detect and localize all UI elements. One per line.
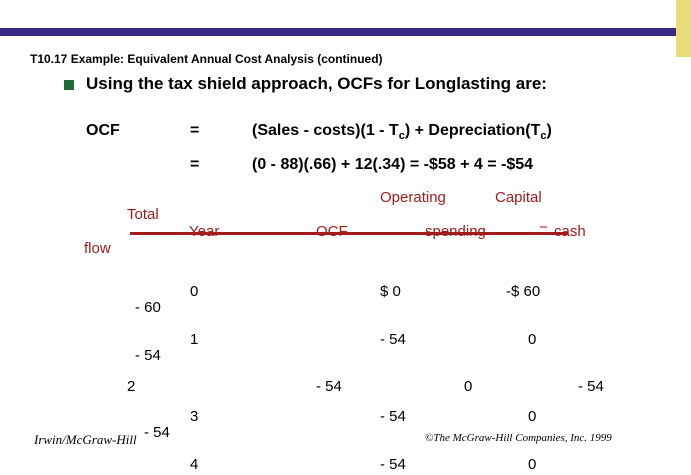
row3-capital: 0 (528, 408, 537, 425)
header-ocf: OCF (316, 223, 348, 240)
header-flow: flow (84, 240, 111, 257)
header-operating: Operating (380, 189, 446, 206)
row1-capital: 0 (528, 331, 537, 348)
header-underline (130, 232, 568, 235)
row3-year: 3 (190, 408, 199, 425)
side-accent-bar (676, 0, 691, 57)
ocf-label: OCF (86, 122, 120, 139)
footer-publisher: Irwin/McGraw-Hill (34, 432, 137, 447)
eq2-sign: = (190, 156, 200, 173)
top-accent-bar (0, 28, 676, 36)
equation-1: (Sales - costs)(1 - Tc) + Depreciation(T… (252, 122, 552, 142)
eq1-part-b: ) + Depreciation(T (404, 122, 541, 139)
row4-ocf: - 54 (380, 456, 406, 473)
row0-year: 0 (190, 283, 199, 300)
row4-capital: 0 (528, 456, 537, 473)
row2-total: - 54 (578, 378, 604, 395)
header-total: Total (127, 206, 159, 223)
eq1-part-a: (Sales - costs)(1 - T (252, 122, 399, 139)
square-bullet-icon (64, 80, 74, 90)
header-spending: spending (425, 223, 486, 240)
eq1-sub-a: c (398, 130, 405, 143)
row1-ocf: - 54 (380, 331, 406, 348)
row2-ocf: - 54 (316, 378, 342, 395)
row3-ocf: - 54 (380, 408, 406, 425)
row0-ocf: $ 0 (380, 283, 401, 300)
slide-heading: T10.17 Example: Equivalent Annual Cost A… (30, 52, 383, 66)
bullet-text: Using the tax shield approach, OCFs for … (86, 74, 547, 93)
row1-total: - 54 (135, 347, 161, 364)
row1-year: 1 (190, 331, 199, 348)
row2-capital: 0 (464, 378, 473, 395)
row0-capital: -$ 60 (506, 283, 541, 300)
row4-year: 4 (190, 456, 199, 473)
row0-total: - 60 (135, 299, 161, 316)
eq1-part-c: ) (546, 122, 552, 139)
header-capital: Capital (495, 189, 542, 206)
header-dash: − (539, 219, 548, 236)
footer-copyright: ©The McGraw-Hill Companies, Inc. 1999 (425, 432, 612, 444)
row3-total: - 54 (144, 424, 170, 441)
eq1-sign: = (190, 122, 200, 139)
header-cash: cash (554, 223, 586, 240)
eq1-sub-b: c (540, 130, 547, 143)
header-year: Year (189, 223, 220, 240)
equation-2: (0 - 88)(.66) + 12(.34) = -$58 + 4 = -$5… (252, 156, 534, 173)
row2-year: 2 (127, 378, 136, 395)
